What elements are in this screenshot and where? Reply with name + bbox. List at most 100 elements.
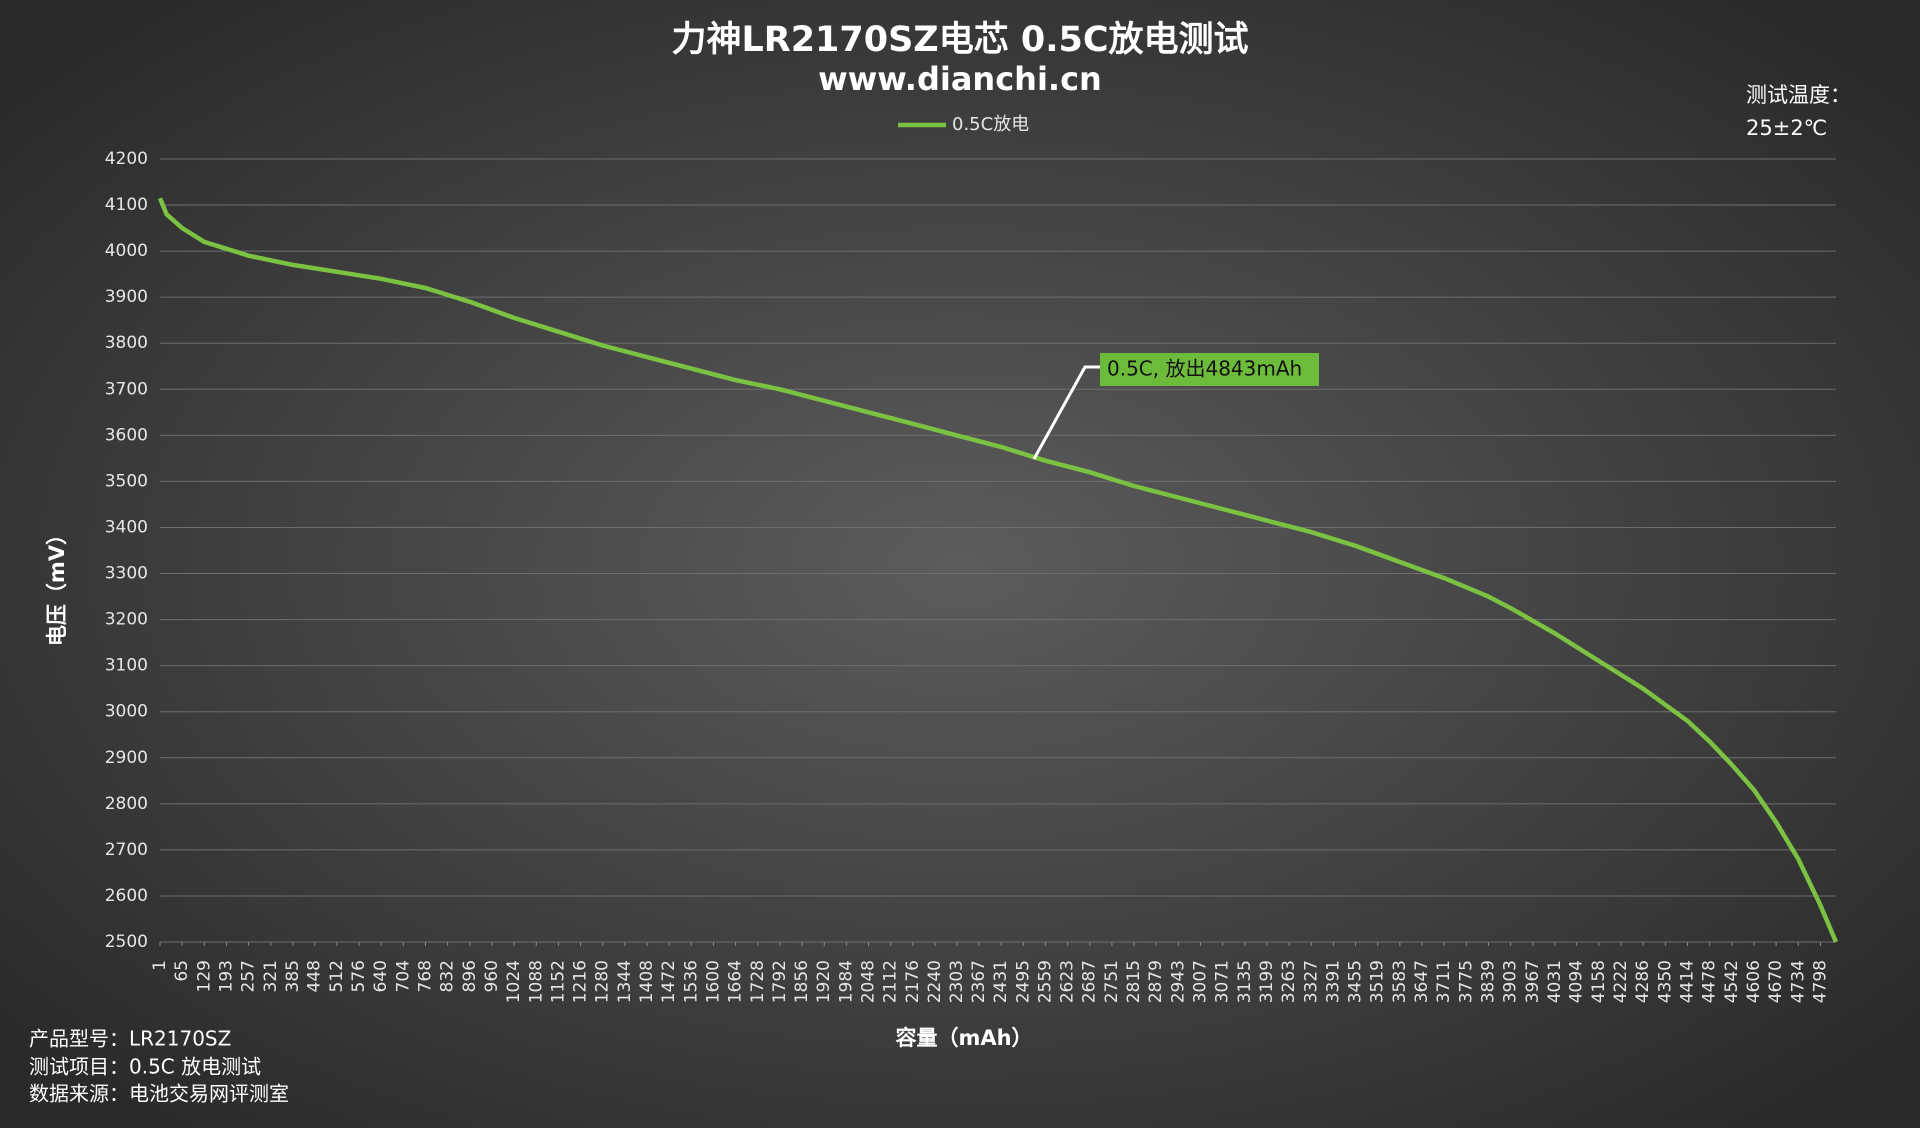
x-tick-label: 2815 — [1124, 960, 1144, 1003]
x-tick-label: 1600 — [703, 960, 723, 1003]
y-tick-label: 4200 — [105, 149, 148, 169]
chart-subtitle: www.dianchi.cn — [818, 60, 1102, 98]
y-tick-label: 3400 — [105, 517, 148, 537]
y-tick-label: 4100 — [105, 195, 148, 215]
y-tick-label: 2700 — [105, 840, 148, 860]
x-tick-label: 1856 — [792, 960, 812, 1003]
x-tick-label: 448 — [305, 960, 325, 992]
y-tick-label: 3000 — [105, 702, 148, 722]
x-tick-label: 2048 — [859, 960, 879, 1003]
data-line — [157, 197, 1839, 943]
x-tick-label: 1024 — [504, 960, 524, 1003]
y-tick-label: 3100 — [105, 656, 148, 676]
y-tick-label: 3700 — [105, 379, 148, 399]
x-tick-label: 4414 — [1678, 960, 1698, 1003]
x-tick-label: 4031 — [1545, 960, 1565, 1003]
x-tick-label: 3519 — [1368, 960, 1388, 1003]
footnote: 产品型号：LR2170SZ — [29, 1027, 231, 1051]
x-tick-label: 4478 — [1700, 960, 1720, 1003]
y-tick-label: 2800 — [105, 794, 148, 814]
annotation-leader — [1032, 365, 1100, 460]
footnote: 数据来源：电池交易网评测室 — [29, 1082, 289, 1106]
x-tick-label: 3071 — [1213, 960, 1233, 1003]
x-tick-label: 321 — [261, 960, 281, 992]
x-tick-label: 1280 — [593, 960, 613, 1003]
x-tick-label: 2112 — [881, 960, 901, 1003]
x-tick-label: 576 — [349, 960, 369, 992]
x-tick-label: 3135 — [1235, 960, 1255, 1003]
x-tick-label: 4798 — [1810, 960, 1830, 1003]
x-tick-label: 2431 — [991, 960, 1011, 1003]
x-tick-label: 1664 — [726, 960, 746, 1003]
x-tick-label: 4158 — [1589, 960, 1609, 1003]
x-tick-label: 3903 — [1501, 960, 1521, 1003]
y-tick-label: 3900 — [105, 287, 148, 307]
x-tick-label: 1152 — [548, 960, 568, 1003]
y-tick-label: 4000 — [105, 241, 148, 261]
annotation-box — [1100, 353, 1319, 386]
y-tick-label: 3300 — [105, 564, 148, 584]
x-tick-label: 257 — [239, 960, 259, 992]
x-tick-label: 3711 — [1434, 960, 1454, 1003]
x-tick-label: 2751 — [1102, 960, 1122, 1003]
y-tick-label: 3200 — [105, 610, 148, 630]
temperature-value: 25±2℃ — [1746, 116, 1827, 140]
y-tick-label: 3800 — [105, 333, 148, 353]
x-tick-label: 2879 — [1146, 960, 1166, 1003]
x-tick-label: 640 — [371, 960, 391, 992]
x-tick-label: 3647 — [1412, 960, 1432, 1003]
x-tick-label: 3007 — [1190, 960, 1210, 1003]
x-tick-label: 129 — [194, 960, 214, 992]
x-tick-label: 1408 — [637, 960, 657, 1003]
x-tick-label: 3583 — [1390, 960, 1410, 1003]
x-tick-label: 3967 — [1523, 960, 1543, 1003]
x-tick-label: 960 — [482, 960, 502, 992]
x-tick-label: 4286 — [1633, 960, 1653, 1003]
x-tick-label: 4094 — [1567, 960, 1587, 1003]
x-tick-label: 1 — [150, 960, 170, 971]
x-tick-label: 2623 — [1058, 960, 1078, 1003]
x-tick-label: 4670 — [1766, 960, 1786, 1003]
x-tick-label: 768 — [415, 960, 435, 992]
x-tick-label: 3263 — [1279, 960, 1299, 1003]
x-tick-label: 512 — [327, 960, 347, 992]
x-tick-label: 832 — [438, 960, 458, 992]
y-tick-label: 3500 — [105, 471, 148, 491]
x-tick-label: 3327 — [1301, 960, 1321, 1003]
x-tick-label: 2559 — [1035, 960, 1055, 1003]
x-tick-label: 2687 — [1080, 960, 1100, 1003]
x-tick-label: 3775 — [1456, 960, 1476, 1003]
x-tick-label: 193 — [216, 960, 236, 992]
x-tick-label: 2176 — [903, 960, 923, 1003]
x-tick-label: 1792 — [770, 960, 790, 1003]
x-tick-label: 1216 — [571, 960, 591, 1003]
x-axis-label: 容量（mAh） — [895, 1026, 1032, 1050]
annotation-text: 0.5C, 放出4843mAh — [1107, 357, 1302, 381]
x-tick-label: 1920 — [814, 960, 834, 1003]
x-tick-label: 704 — [393, 960, 413, 992]
x-tick-label: 1984 — [836, 960, 856, 1003]
y-tick-label: 2600 — [105, 886, 148, 906]
x-tick-label: 2240 — [925, 960, 945, 1003]
y-tick-label: 3600 — [105, 425, 148, 445]
x-tick-label: 1728 — [748, 960, 768, 1003]
x-tick-label: 3199 — [1257, 960, 1277, 1003]
y-tick-label: 2500 — [105, 932, 148, 952]
x-tick-label: 3391 — [1323, 960, 1343, 1003]
x-tick-label: 2495 — [1013, 960, 1033, 1003]
x-tick-label: 4606 — [1744, 960, 1764, 1003]
x-tick-label: 4734 — [1788, 960, 1808, 1003]
x-tick-label: 2367 — [969, 960, 989, 1003]
x-tick-label: 896 — [460, 960, 480, 992]
footnote: 测试项目：0.5C 放电测试 — [29, 1055, 261, 1079]
x-tick-label: 65 — [172, 960, 192, 982]
x-tick-label: 1536 — [681, 960, 701, 1003]
y-tick-label: 2900 — [105, 748, 148, 768]
chart-title: 力神LR2170SZ电芯 0.5C放电测试 — [671, 20, 1248, 60]
x-tick-label: 385 — [283, 960, 303, 992]
x-tick-label: 3455 — [1346, 960, 1366, 1003]
x-tick-label: 3839 — [1478, 960, 1498, 1003]
legend-label: 0.5C放电 — [952, 114, 1029, 135]
